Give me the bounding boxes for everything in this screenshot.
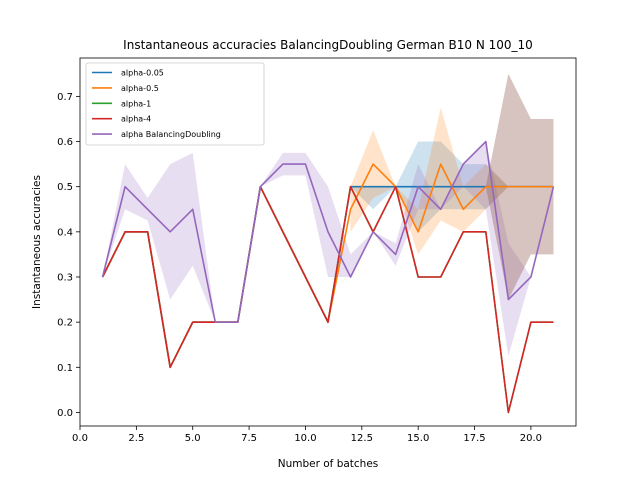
legend-box bbox=[85, 62, 265, 146]
y-tick-label: 0.7 bbox=[57, 92, 73, 103]
x-tick-label: 17.5 bbox=[463, 433, 485, 444]
legend-entry: alpha-4 bbox=[121, 115, 151, 124]
y-axis-label: Instantaneous accuracies bbox=[31, 175, 43, 309]
y-tick-label: 0.2 bbox=[57, 318, 73, 329]
legend-entry: alpha-0.05 bbox=[121, 69, 164, 78]
series-line-3 bbox=[101, 185, 554, 414]
band-series-1 bbox=[350, 107, 554, 255]
legend-entry: alpha-0.5 bbox=[121, 84, 159, 93]
x-tick-label: 5.0 bbox=[185, 433, 201, 444]
legend-entry: alpha BalancingDoubling bbox=[121, 130, 221, 139]
y-tick-label: 0.0 bbox=[57, 408, 73, 419]
x-axis: 0.0 2.5 5.0 7.5 10.0 12.5 15.0 17.5 20.0 bbox=[72, 426, 542, 444]
series-line-4 bbox=[101, 140, 555, 323]
y-axis: 0.0 0.1 0.2 0.3 0.4 0.5 0.6 0.7 bbox=[57, 92, 80, 419]
series-lines bbox=[101, 140, 555, 414]
y-tick-label: 0.6 bbox=[57, 137, 73, 148]
x-tick-label: 10.0 bbox=[294, 433, 316, 444]
y-tick-label: 0.5 bbox=[57, 182, 73, 193]
x-tick-label: 20.0 bbox=[520, 433, 542, 444]
x-axis-label: Number of batches bbox=[278, 458, 379, 470]
x-tick-label: 7.5 bbox=[241, 433, 257, 444]
legend: alpha-0.05 alpha-0.5 alpha-1 alpha-4 alpha B… bbox=[85, 62, 265, 146]
y-tick-label: 0.4 bbox=[57, 227, 73, 238]
chart-title: Instantaneous accuracies BalancingDoubli… bbox=[123, 38, 533, 52]
x-tick-label: 12.5 bbox=[351, 433, 373, 444]
x-tick-label: 15.0 bbox=[407, 433, 429, 444]
legend-entry: alpha-1 bbox=[121, 99, 151, 108]
band-series-4 bbox=[102, 141, 554, 357]
y-tick-label: 0.1 bbox=[57, 363, 73, 374]
x-tick-label: 0.0 bbox=[72, 433, 88, 444]
x-tick-label: 2.5 bbox=[128, 433, 144, 444]
plot-area bbox=[79, 57, 577, 427]
y-tick-label: 0.3 bbox=[57, 272, 73, 283]
